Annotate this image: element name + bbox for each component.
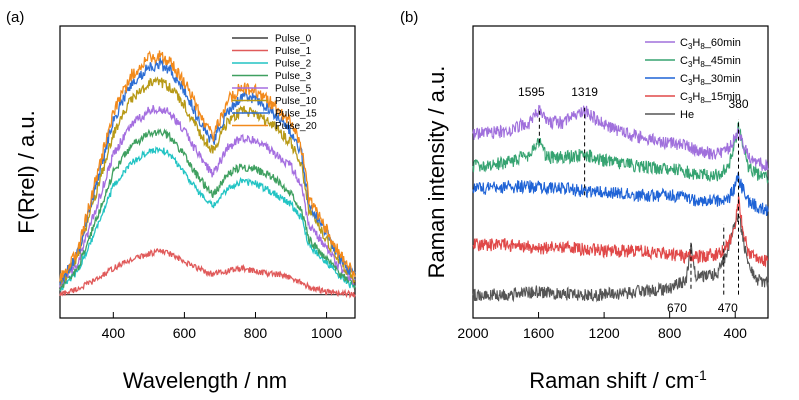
panel-a-legend-label: Pulse_0 [275,34,312,45]
panel-b: (b) 2000 1600 1200 800 400 1595 1319 380 670 470… [400,9,769,393]
panel-b-peak-label: 380 [728,97,748,111]
panel-a-series-line-pulse-10 [59,76,356,286]
panel-b-x-tick-label: 800 [658,325,682,341]
panel-b-series-line-c3h8-30min [472,172,769,217]
panel-a-x-tick-label: 400 [102,325,126,341]
panel-a-legend-label: Pulse_20 [275,121,317,132]
panel-b-peak-label: 470 [718,301,738,315]
panel-a-x-tick-label: 600 [173,325,197,341]
panel-a: (a) 400 600 800 1000 Pulse_0Pulse_1Pulse_2P… [6,9,356,393]
panel-a-legend: Pulse_0Pulse_1Pulse_2Pulse_3Pulse_5Pulse… [232,34,317,132]
panel-a-y-axis-title: F(Rrel) / a.u. [14,110,39,233]
panel-b-legend-label: C3H8_15min [680,91,741,105]
panel-a-legend-label: Pulse_10 [275,96,317,107]
panel-a-series [59,50,356,299]
panel-b-series-line-c3h8-45min [472,120,769,184]
panel-b-x-axis-title: Raman shift / cm-1 [529,367,707,393]
panel-a-x-tick-label: 1000 [311,325,342,341]
panel-b-legend-label: He [680,109,694,121]
panel-a-series-line-pulse-5 [59,105,356,288]
panel-b-series [472,104,769,303]
panel-a-legend-label: Pulse_2 [275,59,312,70]
panel-a-series-line-pulse-3 [59,128,356,291]
panel-b-peak-label: 1319 [571,85,598,99]
panel-b-legend-label: C3H8_45min [680,55,741,69]
panel-b-x-axis-title-main: Raman shift / cm [529,368,694,393]
panel-b-series-line-c3h8-60min [472,104,769,172]
panel-b-legend: C3H8_60min C3H8_45min C3H8_30min C3H8_15min… [645,37,741,121]
panel-b-series-line-c3h8-15min [472,195,769,268]
panel-a-legend-label: Pulse_15 [275,109,317,120]
panel-b-series-line-he [472,213,769,303]
panel-a-legend-label: Pulse_3 [275,71,312,82]
panel-a-series-line-pulse-15 [59,56,356,285]
panel-a-series-line-pulse-20 [59,50,356,282]
panel-a-legend-label: Pulse_5 [275,84,312,95]
panel-a-x-tick-label: 800 [244,325,268,341]
panel-a-label: (a) [6,9,24,26]
panel-a-x-axis-title: Wavelength / nm [123,368,287,393]
panel-b-y-axis-title: Raman intensity / a.u. [424,66,449,279]
panel-a-series-line-pulse-1 [59,248,356,299]
panel-b-legend-label: C3H8_60min [680,37,741,51]
panel-b-x-tick-label: 1200 [589,325,620,341]
panel-a-frame [59,25,356,319]
panel-a-series-line-pulse-2 [59,145,356,292]
panel-b-x-tick-label: 1600 [523,325,554,341]
panel-b-peak-label: 1595 [518,85,545,99]
panel-b-annotations: 1595 1319 380 670 470 [518,85,749,315]
panel-a-x-ticks: 400 600 800 1000 [102,312,342,341]
panel-b-x-axis-title-superscript: -1 [694,367,707,383]
panel-b-x-ticks: 2000 1600 1200 800 400 [457,312,747,341]
panel-a-legend-label: Pulse_1 [275,46,312,57]
panel-b-x-tick-label: 2000 [457,325,488,341]
panel-b-legend-label: C3H8_30min [680,73,741,87]
panel-b-peak-label: 670 [667,301,687,315]
panel-b-x-tick-label: 400 [724,325,748,341]
panel-b-label: (b) [400,9,418,26]
